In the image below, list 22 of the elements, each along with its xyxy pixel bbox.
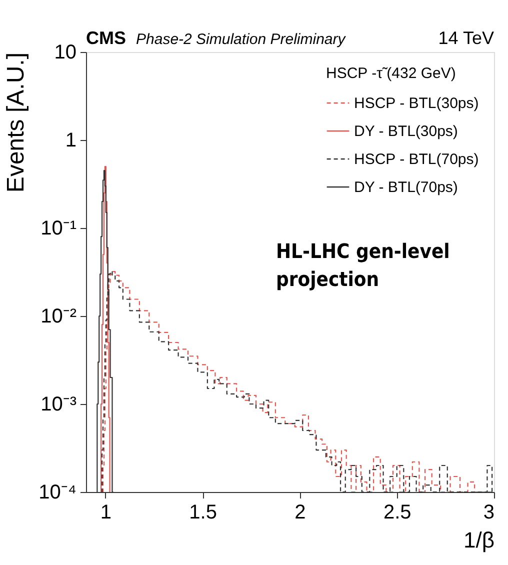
x-tick-label: 1	[100, 502, 112, 524]
text: 14 TeV	[438, 28, 494, 48]
y-tick-label: 10⁻²	[40, 306, 77, 328]
x-tick-label: 3	[483, 502, 494, 524]
legend-title: HSCP -τ̃ (432 GeV)	[326, 65, 456, 82]
y-tick-label: 10⁻⁴	[38, 482, 76, 504]
annotation: HL-LHC gen-level projection	[276, 239, 450, 291]
chart-title: CMS	[86, 28, 126, 48]
legend-label: DY - BTL(30ps)	[354, 123, 458, 140]
chart-subtitle: Phase-2 Simulation Preliminary	[136, 31, 347, 48]
y-tick-label: 1	[65, 130, 76, 152]
y-tick-label: 10	[54, 42, 76, 64]
x-tick-label: 2.5	[383, 502, 412, 524]
legend-label: HSCP - BTL(70ps)	[354, 151, 479, 168]
legend-label: HSCP - BTL(30ps)	[354, 95, 479, 112]
x-axis-title: 1/β	[463, 528, 494, 552]
x-tick-label: 2	[294, 502, 306, 524]
legend-label: DY - BTL(70ps)	[354, 179, 458, 196]
y-tick-label: 10⁻¹	[40, 218, 77, 240]
y-tick-label: 10⁻³	[40, 394, 77, 416]
x-tick-label: 1.5	[189, 502, 217, 524]
y-axis-title: Events [A.U.]	[2, 52, 30, 193]
